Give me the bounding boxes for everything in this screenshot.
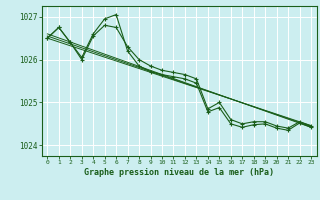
X-axis label: Graphe pression niveau de la mer (hPa): Graphe pression niveau de la mer (hPa): [84, 168, 274, 177]
